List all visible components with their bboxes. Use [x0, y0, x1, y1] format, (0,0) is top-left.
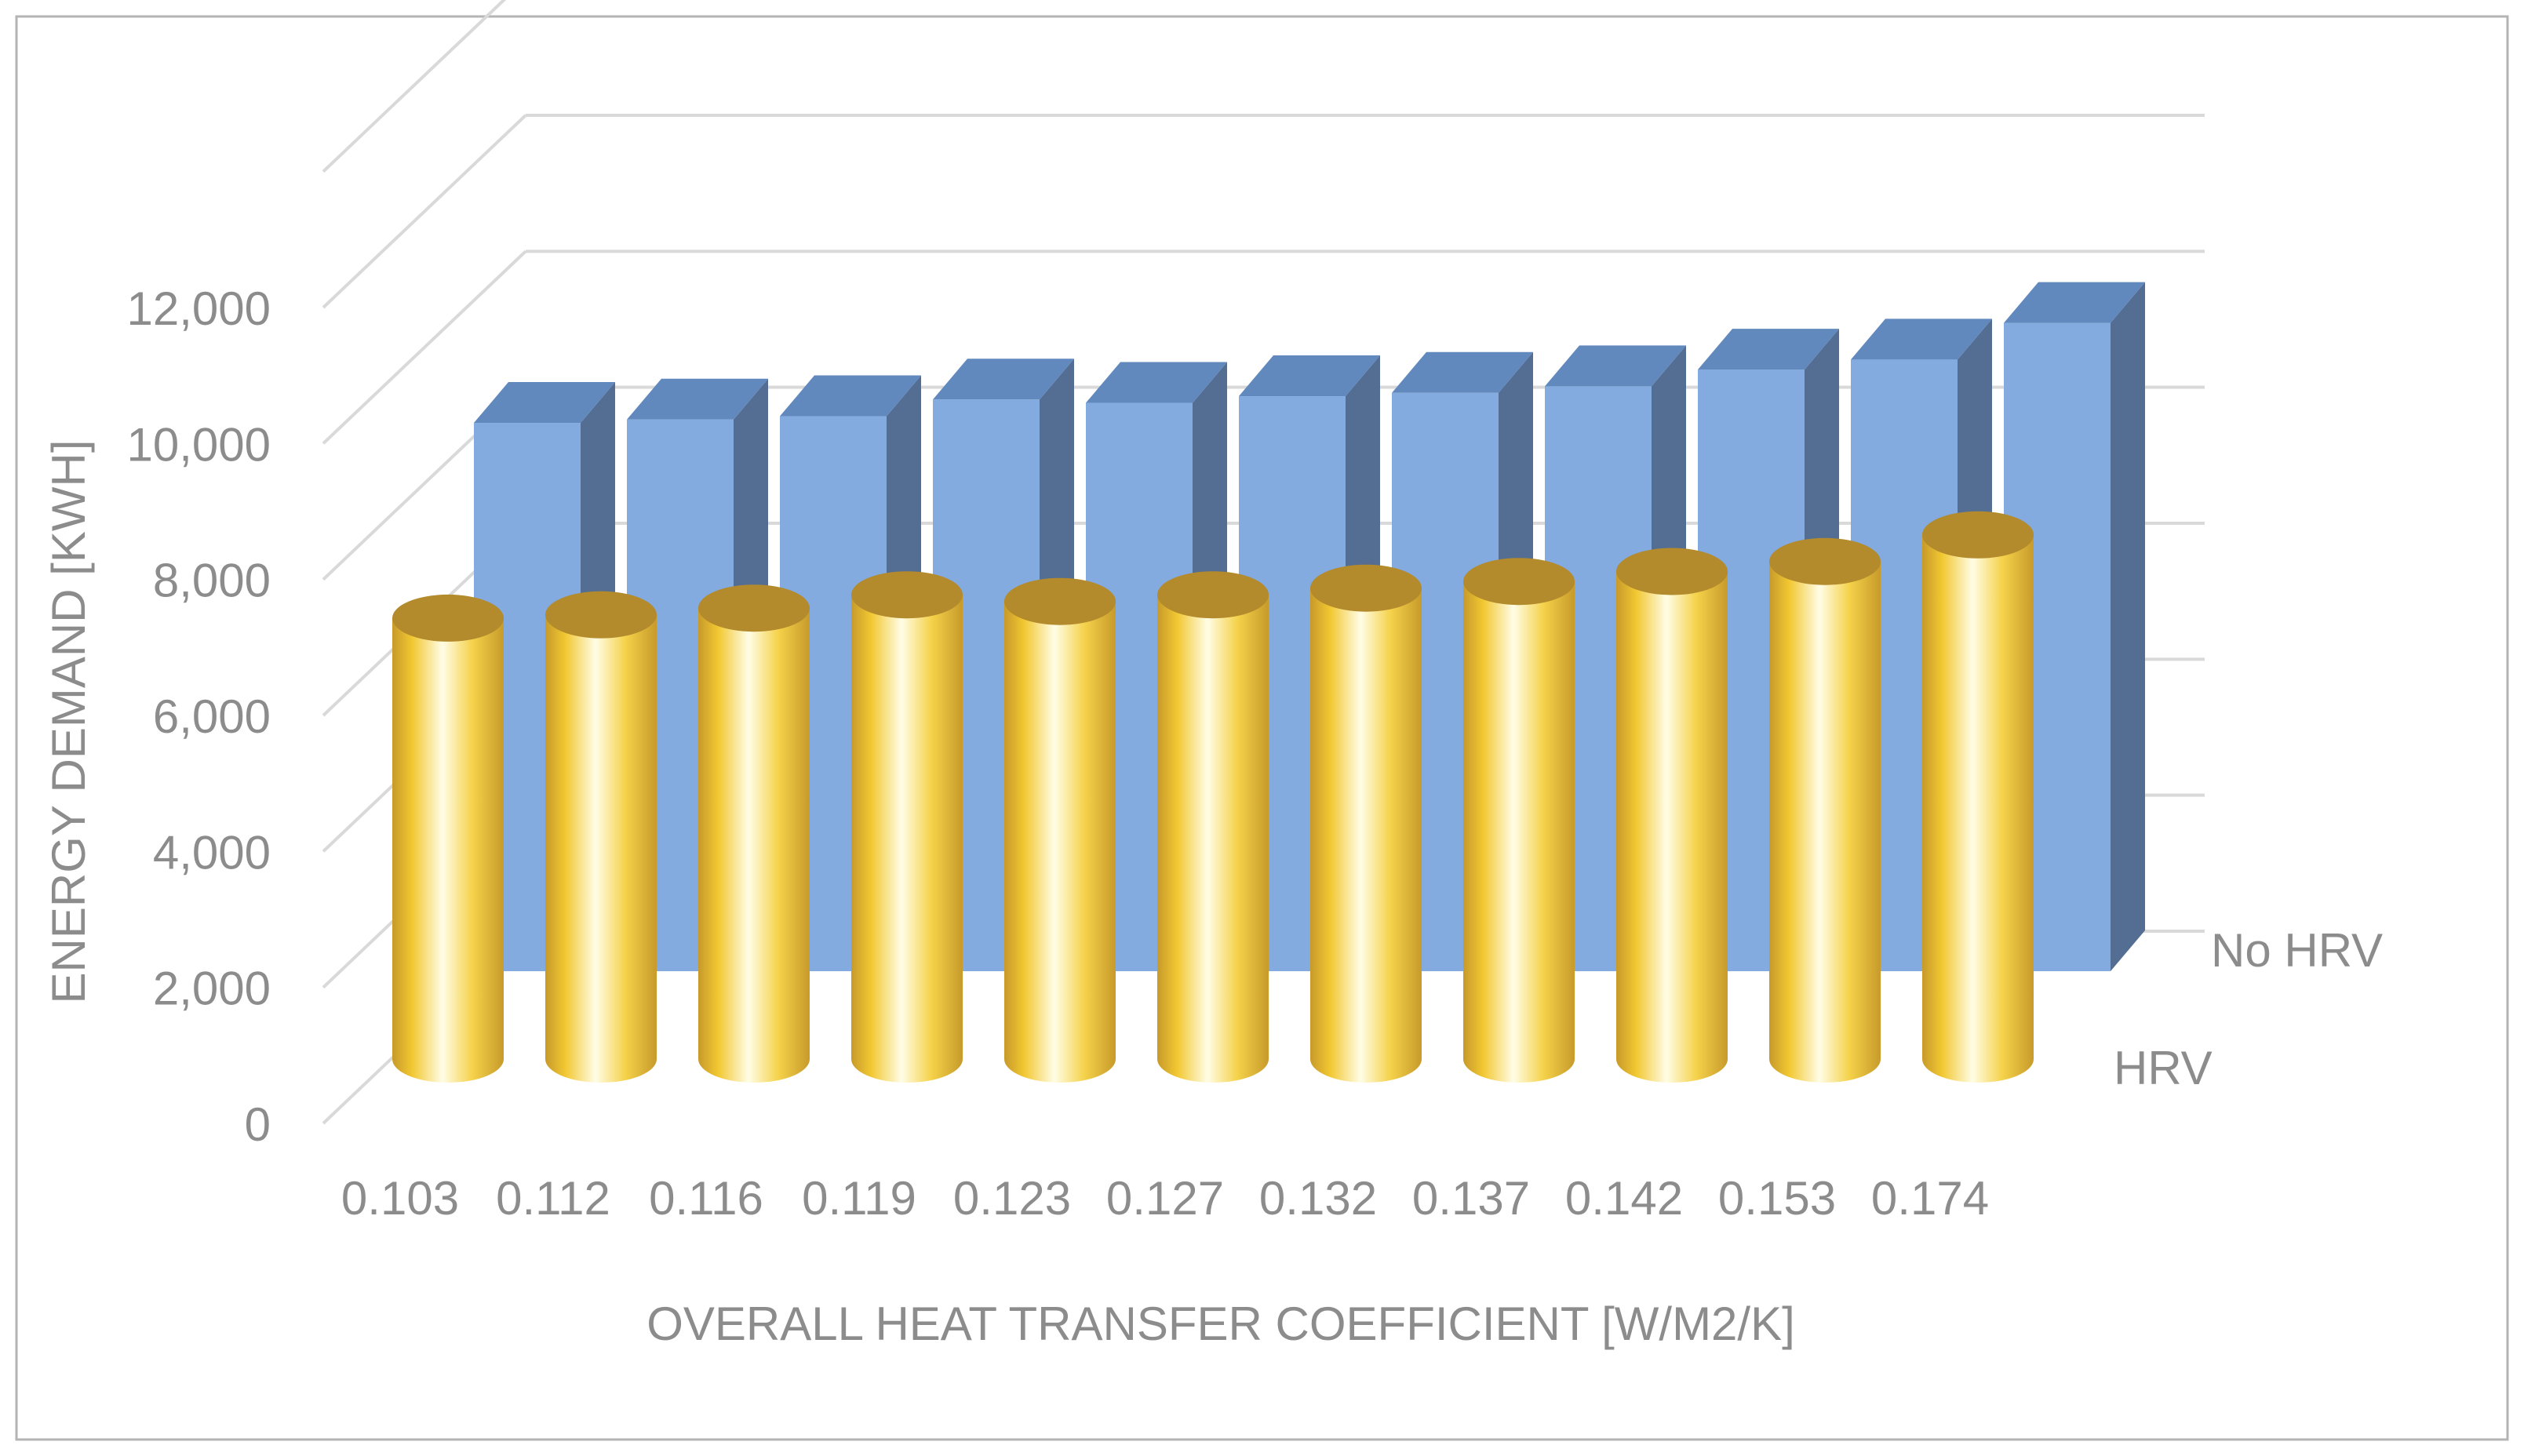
hrv-cylinder-top — [392, 594, 504, 642]
hrv-cylinder-top — [1922, 511, 2034, 559]
hrv-cylinder-top — [1769, 537, 1881, 585]
series-label-no-hrv: No HRV — [2211, 924, 2383, 977]
y-tick-label: 8,000 — [153, 555, 271, 607]
no-hrv-bar-top — [1545, 345, 1686, 387]
hrv-cylinder-top — [545, 591, 657, 639]
hrv-series — [392, 511, 2034, 1083]
x-tick-label: 0.103 — [341, 1172, 459, 1225]
hrv-cylinder-top — [698, 584, 810, 632]
no-hrv-bar-top — [780, 375, 921, 417]
hrv-cylinder-body — [1310, 588, 1422, 1083]
x-tick-label: 0.127 — [1106, 1172, 1224, 1225]
no-hrv-bar-top — [1392, 351, 1533, 393]
no-hrv-bar-top — [1851, 318, 1992, 360]
no-hrv-bar-top — [627, 378, 768, 420]
x-tick-label: 0.153 — [1718, 1172, 1836, 1225]
grid-diagonal — [322, 0, 507, 173]
hrv-cylinder-top — [1463, 558, 1575, 606]
hrv-cylinder-body — [1769, 561, 1881, 1083]
y-tick-label: 0 — [245, 1098, 271, 1151]
y-tick-label: 12,000 — [126, 282, 271, 335]
y-tick-labels: 0 2,000 4,000 6,000 8,000 10,000 12,000 — [126, 282, 271, 1151]
no-hrv-bar-top — [474, 382, 615, 424]
y-tick-label: 6,000 — [153, 690, 271, 743]
no-hrv-bar-top — [1086, 362, 1227, 403]
grid-diagonal — [322, 114, 527, 309]
hrv-cylinder-body — [545, 614, 657, 1083]
x-tick-label: 0.137 — [1412, 1172, 1530, 1225]
grid-diagonal — [322, 249, 527, 445]
x-tick-label: 0.112 — [496, 1172, 610, 1225]
y-tick-label: 2,000 — [153, 963, 271, 1015]
x-axis-title: OVERALL HEAT TRANSFER COEFFICIENT [W/M2/… — [646, 1298, 1795, 1350]
y-axis-title: ENERGY DEMAND [KWH] — [42, 440, 95, 1004]
no-hrv-bar-top — [933, 359, 1074, 400]
x-tick-label: 0.119 — [802, 1172, 916, 1225]
x-tick-labels: 0.103 0.112 0.116 0.119 0.123 0.127 0.132 0.137… — [341, 1172, 1989, 1225]
hrv-cylinder-body — [1616, 571, 1728, 1083]
hrv-cylinder-top — [851, 571, 963, 619]
y-tick-label: 10,000 — [126, 418, 271, 471]
no-hrv-bar-top — [1698, 329, 1839, 370]
series-labels: No HRV HRV — [2114, 924, 2383, 1094]
hrv-cylinder-top — [1616, 548, 1728, 595]
hrv-cylinder-body — [1157, 595, 1269, 1083]
no-hrv-bar-top — [2004, 282, 2145, 323]
hrv-cylinder-body — [851, 595, 963, 1083]
hrv-cylinder-body — [1922, 534, 2034, 1083]
no-hrv-bar-top — [1239, 355, 1380, 397]
hrv-cylinder-body — [392, 617, 504, 1083]
x-tick-label: 0.174 — [1871, 1172, 1989, 1225]
y-tick-label: 4,000 — [153, 826, 271, 879]
hrv-cylinder-body — [1004, 601, 1116, 1083]
x-tick-label: 0.142 — [1565, 1172, 1683, 1225]
x-tick-label: 0.123 — [953, 1172, 1071, 1225]
x-tick-label: 0.116 — [649, 1172, 763, 1225]
no-hrv-bar-side — [2111, 282, 2145, 971]
x-tick-label: 0.132 — [1259, 1172, 1377, 1225]
hrv-cylinder-top — [1310, 564, 1422, 612]
hrv-cylinder-top — [1004, 577, 1116, 625]
hrv-cylinder-body — [1463, 581, 1575, 1083]
hrv-cylinder-body — [698, 608, 810, 1083]
series-label-hrv: HRV — [2114, 1042, 2213, 1094]
hrv-cylinder-top — [1157, 571, 1269, 619]
